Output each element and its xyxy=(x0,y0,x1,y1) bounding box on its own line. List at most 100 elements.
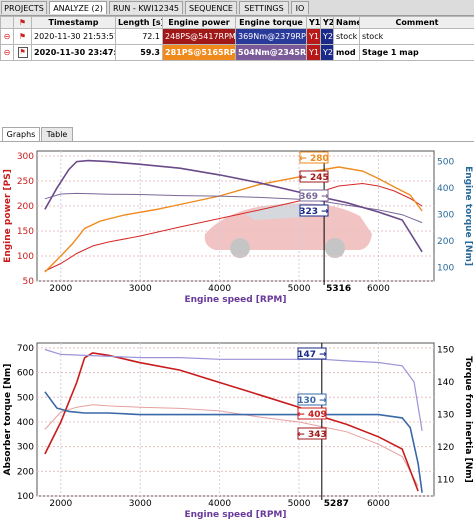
car-wheel-shape xyxy=(325,238,345,258)
x-tick-label: 6000 xyxy=(367,284,390,294)
remove-run-icon[interactable]: ⊖ xyxy=(0,44,14,61)
y-tick-label: 150 xyxy=(17,227,34,237)
run-comment[interactable]: stock xyxy=(359,28,474,45)
value-label: 130 → xyxy=(297,396,327,406)
car-body-shape xyxy=(204,203,372,250)
run-y1-toggle[interactable]: Y1 xyxy=(306,28,321,45)
tab-sequence[interactable]: SEQUENCE xyxy=(185,1,237,14)
value-label: ← 245 xyxy=(299,173,328,183)
run-y1-toggle[interactable]: Y1 xyxy=(306,44,321,61)
x-tick-label: 3000 xyxy=(129,284,152,294)
run-name[interactable]: mod xyxy=(333,44,360,61)
y-tick-label: 200 xyxy=(17,467,34,477)
tab-analyze[interactable]: ANALYZE (2) xyxy=(49,1,107,14)
value-label: ← 409 xyxy=(297,410,326,420)
y2-tick-label: 500 xyxy=(437,158,454,168)
value-label: 323 → xyxy=(299,207,329,217)
col-name[interactable]: Name xyxy=(333,16,360,29)
y-tick-label: 700 xyxy=(17,344,34,354)
series-line xyxy=(44,166,423,273)
flag-outline-icon[interactable]: ⚑ xyxy=(13,44,32,61)
y2-tick-label: 400 xyxy=(437,184,454,194)
y2-tick-label: 100 xyxy=(437,264,454,274)
table-header-row: ⚑ Timestamp Length [s] Engine power Engi… xyxy=(0,16,474,29)
remove-run-icon[interactable]: ⊖ xyxy=(0,28,14,45)
y2-tick-label: 130 xyxy=(437,411,454,421)
x-tick-label: 6000 xyxy=(367,499,390,509)
tab-projects[interactable]: PROJECTS xyxy=(1,1,47,14)
x-tick-label: 2000 xyxy=(49,284,72,294)
col-length[interactable]: Length [s] xyxy=(115,16,163,29)
y2-tick-label: 110 xyxy=(437,476,454,486)
col-engine-power[interactable]: Engine power xyxy=(162,16,236,29)
car-watermark-image xyxy=(204,203,372,258)
run-timestamp: 2020-11-30 23:47:46 xyxy=(31,44,116,61)
y-tick-label: 200 xyxy=(17,202,34,212)
x-tick-label: 5000 xyxy=(288,499,311,509)
x-tick-label: 4000 xyxy=(208,284,231,294)
tab-run[interactable]: RUN - KWI12345 xyxy=(109,1,183,14)
y-tick-label: 500 xyxy=(17,393,34,403)
tab-settings[interactable]: SETTINGS xyxy=(239,1,289,14)
run-engine-torque: 369Nm@2379RPM xyxy=(235,28,307,45)
absorber-inertia-chart[interactable]: 2000 3000 4000 5000 6000 100 200 300 400 500 600 70… xyxy=(0,336,474,526)
y-tick-label: 250 xyxy=(17,177,34,187)
view-tab-bar: Graphs Table xyxy=(0,127,474,142)
run-length: 72.1 xyxy=(115,28,163,45)
value-label: ← 280 xyxy=(299,154,328,164)
col-flag: ⚑ xyxy=(13,16,32,29)
y2-tick-label: 120 xyxy=(437,443,454,453)
plot-area xyxy=(36,150,435,282)
plot-area xyxy=(36,342,435,497)
car-wheel-shape xyxy=(230,238,250,258)
power-torque-chart[interactable]: 2000 3000 4000 5000 6000 50 100 150 200 250 300 100… xyxy=(0,144,474,306)
series-line xyxy=(44,182,423,272)
tab-io[interactable]: IO xyxy=(291,1,309,14)
value-label: 147 → xyxy=(297,350,327,360)
tab-graphs[interactable]: Graphs xyxy=(2,127,40,141)
series-line xyxy=(44,352,419,492)
x-tick-label: 2000 xyxy=(49,499,72,509)
run-comment[interactable]: Stage 1 map xyxy=(359,44,474,61)
series-line xyxy=(44,159,423,253)
y2-tick-label: 150 xyxy=(437,346,454,356)
x-axis-label: Engine speed [RPM] xyxy=(184,295,286,305)
y-tick-label: 300 xyxy=(17,443,34,453)
y-tick-label: 100 xyxy=(17,492,34,502)
run-engine-power: 281PS@5165RPM xyxy=(162,44,236,61)
value-label-box xyxy=(297,407,327,420)
y-tick-label: 100 xyxy=(17,252,34,262)
x-axis-label: Engine speed [RPM] xyxy=(184,510,286,520)
col-timestamp[interactable]: Timestamp xyxy=(31,16,116,29)
y2-axis-label: Torque from inertia [Nm] xyxy=(463,356,473,482)
flag-icon: ⚑ xyxy=(18,18,27,27)
run-engine-power: 248PS@5417RPM xyxy=(162,28,236,45)
y-axis-label: Engine power [PS] xyxy=(3,169,13,263)
cursor-rpm-label: 5287 xyxy=(324,499,349,509)
table-row[interactable]: ⊖ ⚑ 2020-11-30 23:47:46 59.3 281PS@5165R… xyxy=(0,44,474,61)
col-comment[interactable]: Comment xyxy=(359,16,474,29)
col-y1[interactable]: Y1 xyxy=(306,16,321,29)
y2-tick-label: 140 xyxy=(437,378,454,388)
run-name[interactable]: stock xyxy=(333,28,360,45)
table-row[interactable]: ⊖ ⚑ 2020-11-30 21:53:57 72.1 248PS@5417R… xyxy=(0,28,474,45)
cursor-rpm-label: 5316 xyxy=(326,284,351,294)
runs-table: ⚑ Timestamp Length [s] Engine power Engi… xyxy=(0,16,474,61)
x-tick-label: 5000 xyxy=(288,284,311,294)
y-tick-label: 50 xyxy=(23,277,35,287)
value-label: 369 → xyxy=(299,192,329,202)
col-engine-torque[interactable]: Engine torque xyxy=(235,16,307,29)
flag-icon[interactable]: ⚑ xyxy=(13,28,32,45)
run-y2-toggle[interactable]: Y2 xyxy=(320,28,334,45)
y-axis-label: Absorber torque [Nm] xyxy=(3,364,13,476)
series-line xyxy=(44,391,423,493)
main-tab-bar: PROJECTS ANALYZE (2) RUN - KWI12345 SEQU… xyxy=(0,0,474,16)
series-line xyxy=(44,348,423,431)
col-y2[interactable]: Y2 xyxy=(320,16,334,29)
y-tick-label: 600 xyxy=(17,369,34,379)
value-label-box xyxy=(299,170,329,183)
tab-table[interactable]: Table xyxy=(41,127,73,141)
run-y2-toggle[interactable]: Y2 xyxy=(320,44,334,61)
y2-tick-label: 200 xyxy=(437,237,454,247)
col-remove xyxy=(0,16,14,29)
